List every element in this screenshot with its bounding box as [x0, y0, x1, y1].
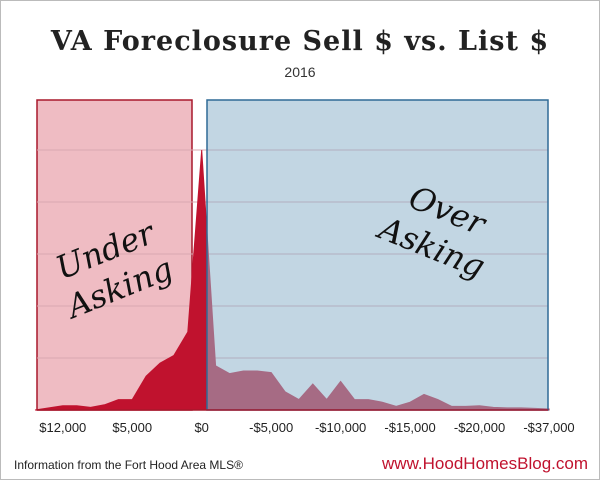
x-tick-label: $5,000: [112, 420, 152, 435]
chart-title: VA Foreclosure Sell $ vs. List $: [50, 26, 549, 57]
x-tick-label: $0: [194, 420, 208, 435]
x-tick-label: -$10,000: [315, 420, 366, 435]
x-tick-label: -$15,000: [384, 420, 435, 435]
source: Information from the Fort Hood Area MLS®: [14, 458, 243, 472]
chart-subtitle: 2016: [284, 64, 315, 80]
x-tick-label: -$20,000: [454, 420, 505, 435]
website: www.HoodHomesBlog.com: [381, 454, 588, 473]
x-tick-label: $12,000: [39, 420, 86, 435]
x-tick-label: -$5,000: [249, 420, 293, 435]
x-tick-label: -$37,000: [523, 420, 574, 435]
over-region: [206, 99, 549, 411]
